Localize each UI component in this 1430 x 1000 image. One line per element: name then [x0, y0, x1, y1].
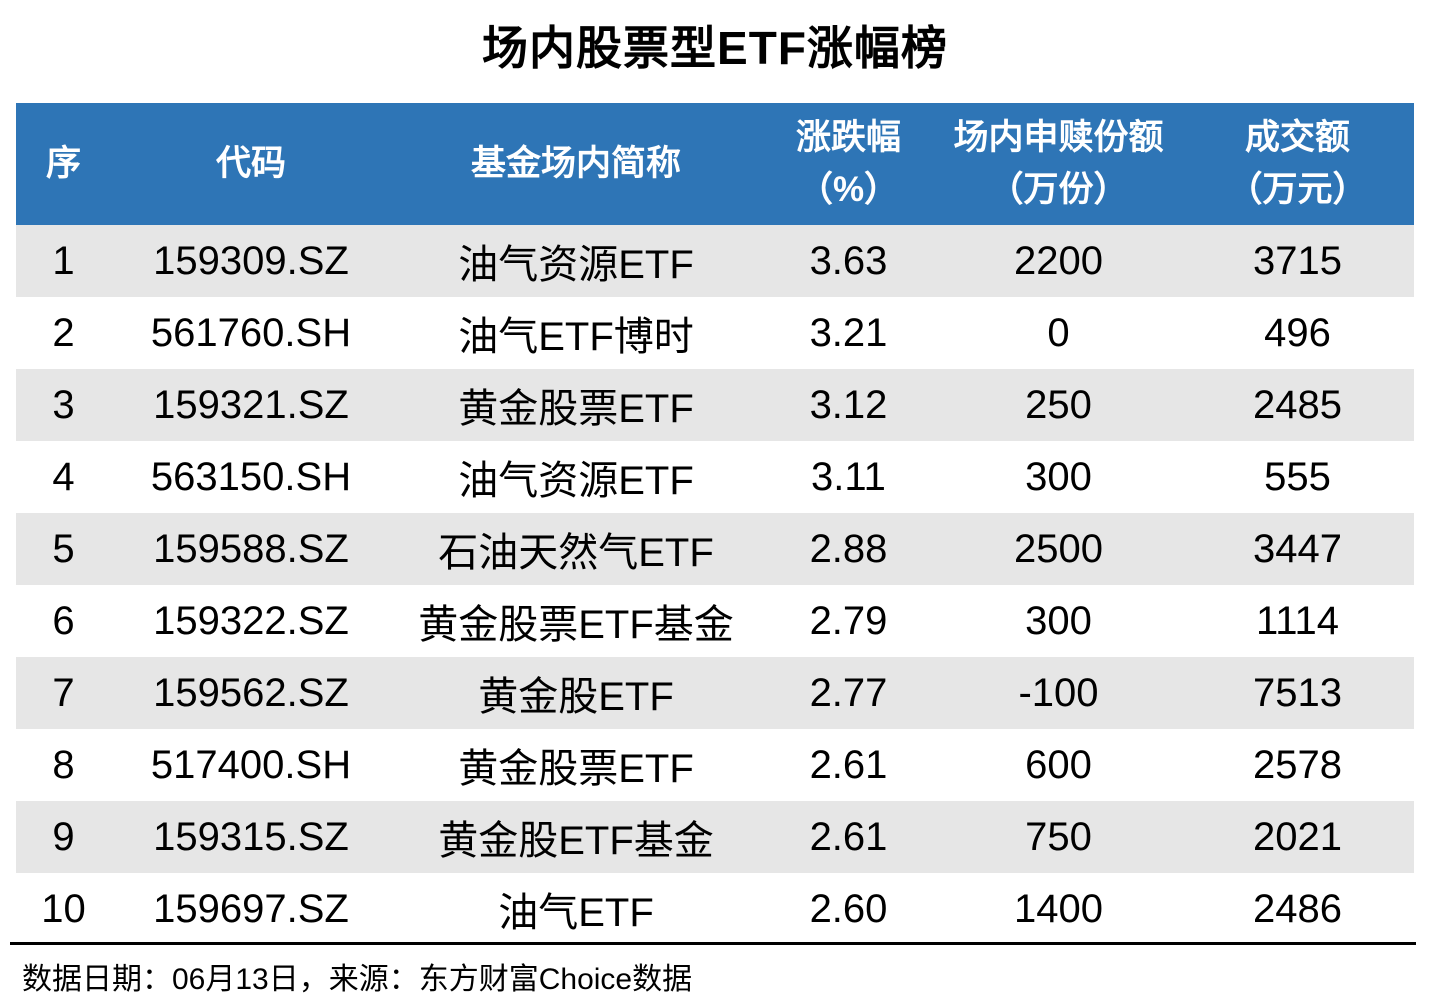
table-row: 2 561760.SH 油气ETF博时 3.21 0 496 [16, 297, 1414, 369]
table-body: 1 159309.SZ 油气资源ETF 3.63 2200 3715 2 561760.SH 油… [16, 225, 1414, 945]
table-cell: 2.88 [809, 526, 888, 571]
table-cell: 2.77 [809, 670, 888, 715]
column-header-label: 代码 [215, 143, 286, 183]
table-cell: 159309.SZ [153, 238, 349, 283]
column-header-unit: （万元） [1227, 170, 1368, 209]
table-cell: 2021 [1253, 814, 1342, 859]
table-cell: 2486 [1253, 886, 1342, 931]
table-cell: 250 [1025, 382, 1092, 427]
table-row: 5 159588.SZ 石油天然气ETF 2.88 2500 3447 [16, 513, 1414, 585]
table-cell: 2.60 [809, 886, 888, 931]
column-header-4: 涨跌幅 （%） [761, 103, 936, 225]
table-cell: 油气资源ETF [458, 243, 694, 287]
table-row: 7 159562.SZ 黄金股ETF 2.77 -100 7513 [16, 657, 1414, 729]
table-cell: 黄金股ETF基金 [438, 819, 714, 863]
table-cell: 1 [52, 238, 75, 283]
table-cell: 3.63 [809, 238, 888, 283]
table-cell: 517400.SH [150, 742, 352, 787]
table-cell: 6 [52, 598, 75, 643]
table-cell: 2500 [1014, 526, 1103, 571]
column-header-label: 成交额 [1244, 117, 1350, 157]
table-cell: 2 [52, 310, 75, 355]
table-row: 6 159322.SZ 黄金股票ETF基金 2.79 300 1114 [16, 585, 1414, 657]
table-cell: 黄金股票ETF基金 [418, 603, 734, 647]
table-cell: 2200 [1014, 238, 1103, 283]
table-cell: 159322.SZ [153, 598, 349, 643]
table-cell: 3 [52, 382, 75, 427]
table-cell: 3.21 [809, 310, 888, 355]
table-cell: 159697.SZ [153, 886, 349, 931]
table-cell: 10 [41, 886, 86, 931]
table-cell: 159321.SZ [153, 382, 349, 427]
column-header-3: 基金场内简称 [391, 103, 761, 225]
table-cell: 7513 [1253, 670, 1342, 715]
table-cell: 3.11 [811, 454, 886, 499]
column-header-5: 场内申赎份额 （万份） [936, 103, 1181, 225]
table-cell: 7 [52, 670, 75, 715]
table-cell: 300 [1025, 598, 1092, 643]
table-cell: 4 [52, 454, 75, 499]
table-cell: 561760.SH [150, 310, 352, 355]
table-cell: 2.61 [809, 742, 888, 787]
table-row: 4 563150.SH 油气资源ETF 3.11 300 555 [16, 441, 1414, 513]
table-row: 10 159697.SZ 油气ETF 2.60 1400 2486 [16, 873, 1414, 945]
table-cell: 油气资源ETF [458, 459, 694, 503]
table-cell: 黄金股票ETF [458, 387, 694, 431]
table-cell: 600 [1025, 742, 1092, 787]
table-cell: 9 [52, 814, 75, 859]
table-row: 9 159315.SZ 黄金股ETF基金 2.61 750 2021 [16, 801, 1414, 873]
column-header-2: 代码 [111, 103, 391, 225]
table-cell: 563150.SH [150, 454, 352, 499]
column-header-label: 场内申赎份额 [953, 117, 1164, 157]
table-cell: 1114 [1255, 598, 1340, 643]
table-row: 8 517400.SH 黄金股票ETF 2.61 600 2578 [16, 729, 1414, 801]
table-cell: 黄金股ETF [478, 675, 674, 719]
column-header-6: 成交额 （万元） [1181, 103, 1414, 225]
table-cell: 496 [1264, 310, 1331, 355]
column-header-1: 序 [16, 103, 111, 225]
column-header-label: 基金场内简称 [470, 143, 681, 183]
etf-gainers-table: 序 代码 基金场内简称 涨跌幅 （%） 场内申赎份额 （万份） 成交额 （万元） 1 159309… [16, 103, 1414, 945]
table-cell: 3447 [1253, 526, 1342, 571]
column-header-unit: （万份） [988, 170, 1129, 209]
table-cell: 159315.SZ [153, 814, 349, 859]
table-cell: 石油天然气ETF [438, 531, 714, 575]
table-header-row: 序 代码 基金场内简称 涨跌幅 （%） 场内申赎份额 （万份） 成交额 （万元） [16, 103, 1414, 225]
table-cell: 8 [52, 742, 75, 787]
table-row: 3 159321.SZ 黄金股票ETF 3.12 250 2485 [16, 369, 1414, 441]
table-cell: 2485 [1253, 382, 1342, 427]
table-cell: 黄金股票ETF [458, 747, 694, 791]
table-cell: 油气ETF博时 [458, 315, 694, 359]
page-title: 场内股票型ETF涨幅榜 [482, 22, 948, 74]
table-cell: 2578 [1253, 742, 1342, 787]
table-cell: 油气ETF [498, 891, 654, 935]
table-cell: 159588.SZ [153, 526, 349, 571]
data-source-note: 数据日期：06月13日，来源：东方财富Choice数据 [10, 942, 1416, 998]
table-cell: 5 [52, 526, 75, 571]
column-header-unit: （%） [797, 170, 900, 209]
table-cell: 1400 [1014, 886, 1103, 931]
table-cell: 300 [1025, 454, 1092, 499]
table-cell: 3.12 [809, 382, 888, 427]
table-header: 序 代码 基金场内简称 涨跌幅 （%） 场内申赎份额 （万份） 成交额 （万元） [16, 103, 1414, 225]
table-cell: 750 [1025, 814, 1092, 859]
table-cell: 555 [1264, 454, 1331, 499]
table-row: 1 159309.SZ 油气资源ETF 3.63 2200 3715 [16, 225, 1414, 297]
table-cell: 2.79 [809, 598, 888, 643]
table-cell: 159562.SZ [153, 670, 349, 715]
table-cell: 0 [1047, 310, 1070, 355]
column-header-label: 涨跌幅 [795, 117, 901, 157]
table-cell: 3715 [1253, 238, 1342, 283]
table-cell: -100 [1018, 670, 1099, 715]
column-header-label: 序 [45, 143, 81, 183]
table-cell: 2.61 [809, 814, 888, 859]
